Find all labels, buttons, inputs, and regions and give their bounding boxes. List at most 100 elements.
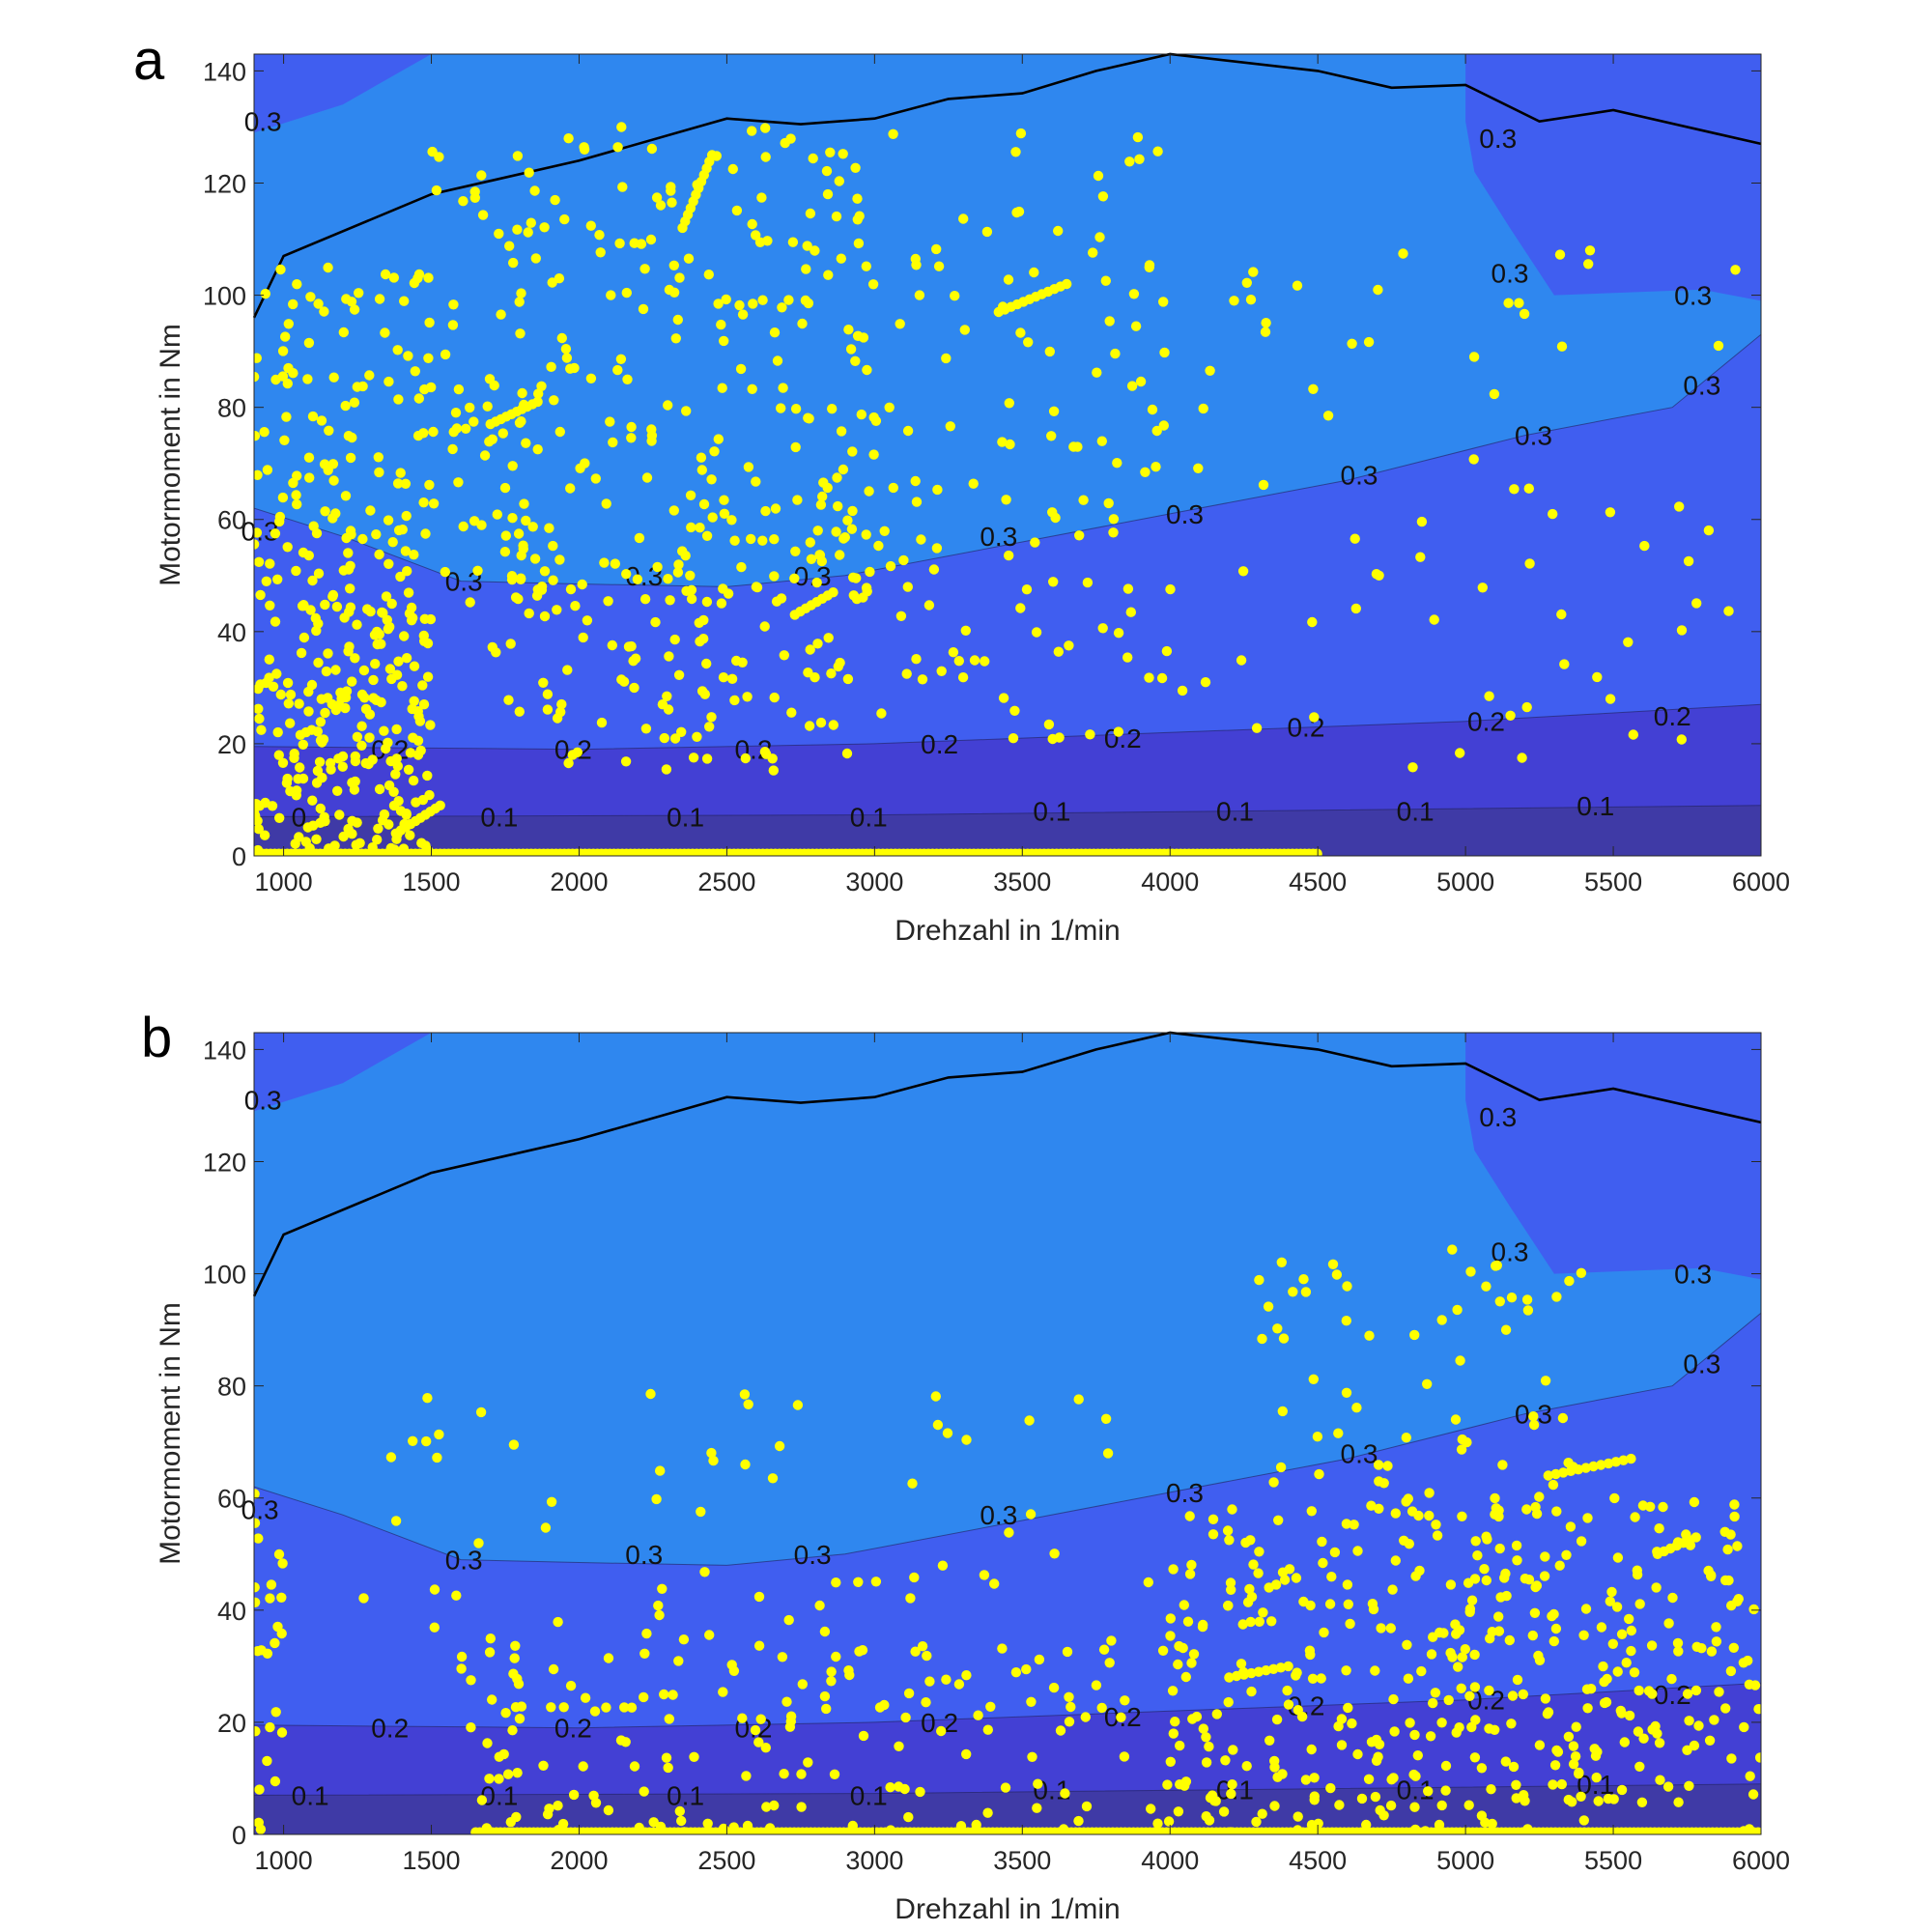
data-point [1424,1510,1435,1521]
data-point [747,126,757,136]
data-point [815,499,827,510]
data-point [1309,1795,1320,1805]
data-point [685,490,696,500]
data-point [298,547,309,558]
data-point [1517,753,1527,763]
region-upper-right [1465,54,1761,301]
data-point [1048,1682,1060,1693]
data-point [1629,1667,1640,1678]
data-point [1029,267,1039,278]
x-tick-label: 3000 [845,1846,903,1875]
data-point [1540,1693,1551,1704]
data-point [1726,1753,1737,1764]
data-point [1470,1715,1481,1725]
data-point [270,374,281,385]
data-point [371,529,382,540]
data-point [404,608,415,619]
data-point [497,428,508,439]
data-point [659,732,669,744]
data-point [1048,406,1060,416]
data-point [484,437,495,447]
data-point [626,433,637,443]
data-point [1534,1740,1546,1750]
data-point [902,425,914,437]
data-point [845,344,857,355]
data-point [401,510,412,522]
data-point [381,591,392,602]
data-point [383,624,393,635]
contour-labels: 0.30.30.30.30.30.30.30.30.30.30.30.30.30… [242,1086,1721,1811]
data-point [760,1743,771,1753]
data-point [395,468,406,478]
data-point [694,617,704,628]
y-axis: 0 20 40 60 80 100 120 140 [203,1036,1761,1850]
data-point [372,639,383,650]
contour-label: 0.3 [1166,499,1204,529]
data-point [741,1771,752,1781]
data-point [1556,1778,1568,1790]
data-point [413,393,424,404]
data-point [1606,1586,1617,1598]
data-point [885,1782,895,1793]
data-point [472,565,483,576]
data-point [726,1660,737,1670]
data-point [539,566,551,577]
data-point [853,1577,864,1588]
data-point [1225,1577,1236,1588]
data-point [1504,1634,1516,1646]
data-point [1245,1616,1256,1628]
data-point [1010,1667,1022,1678]
data-point [1607,1638,1619,1650]
data-point [848,590,859,601]
data-point [1309,1773,1320,1783]
data-point [524,608,534,619]
data-point [818,477,829,488]
data-point [646,424,657,435]
data-point [753,1737,764,1747]
data-point [1565,1465,1577,1477]
data-point [1598,1661,1608,1672]
data-point [391,724,402,735]
data-point [548,540,558,552]
data-point [374,294,385,304]
data-point [1422,1378,1433,1390]
data-point [1739,1721,1749,1733]
data-point [544,523,554,533]
data-point [560,344,572,355]
data-point [819,1626,831,1637]
data-point [320,707,330,719]
data-point [1113,726,1124,737]
data-point [502,1769,514,1779]
data-point [421,1435,432,1447]
data-point [296,647,307,659]
data-point [673,669,685,680]
data-point [303,686,314,697]
data-point [1605,694,1616,704]
y-tick-label: 80 [217,1373,246,1402]
data-point [281,412,292,422]
data-point [1226,1584,1236,1596]
data-point [834,176,844,186]
data-point [716,598,727,609]
data-point [409,550,419,560]
data-point [831,1577,841,1588]
data-point [1465,1266,1476,1277]
data-point [513,528,525,539]
data-point [862,364,872,376]
data-point [1565,1521,1577,1532]
data-point [607,639,617,651]
data-point [422,671,434,682]
data-point [767,1473,779,1484]
data-point [1682,1689,1693,1699]
data-point [1261,1665,1271,1676]
data-point [482,1738,493,1748]
data-point [1125,607,1137,617]
data-point [857,1645,868,1656]
data-point [1440,1760,1452,1772]
data-point [819,1690,831,1702]
data-point [268,681,279,692]
y-tick-label: 20 [217,730,246,759]
data-point [1284,1564,1295,1575]
data-point [508,1439,520,1450]
data-point [542,689,554,699]
